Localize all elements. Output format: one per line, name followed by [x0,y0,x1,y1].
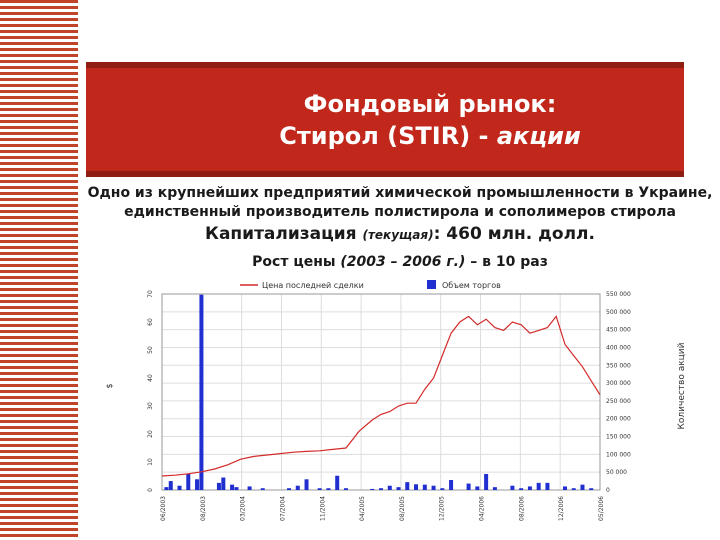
x-tick-label: 11/2004 [319,496,326,521]
volume-bar [475,486,480,490]
volume-bar [168,481,173,490]
volume-bar [589,488,594,490]
description-line-1: Одно из крупнейших предприятий химическо… [87,185,713,201]
volume-bar [287,488,292,490]
volume-bar [387,485,392,490]
title-italic: акции [496,121,581,150]
x-tick-label: 03/2004 [240,496,247,521]
title-banner: Фондовый рынок: Стирол (STIR) - акции [86,62,684,177]
left-tick-label: 20 [147,430,154,438]
x-tick-label: 08/2003 [200,496,207,521]
x-tick-label: 12/2006 [558,496,565,521]
volume-bar [440,488,445,490]
volume-bar [343,488,348,490]
right-tick-label: 50 000 [606,469,627,476]
volume-bar [422,484,427,490]
title-line-2: Стирол (STIR) - акции [279,120,581,152]
volume-bar [396,487,401,490]
x-tick-label: 08/2005 [399,496,406,521]
legend-label-volume: Объем торгов [442,281,501,290]
volume-bar [326,488,331,490]
capitalization-line: Капитализация (текущая): 460 млн. долл. [80,224,720,244]
volume-bar [199,294,204,490]
price-volume-chart: 06/2003 08/2003 03/2004 07/2004 11/2004 04/20… [105,280,687,521]
legend-label-price: Цена последней сделки [262,281,364,290]
plot-frame [161,293,601,491]
volume-bar [527,486,532,490]
growth-label: Рост цены [252,254,336,270]
legend-swatch-volume [427,280,436,289]
volume-bar [335,475,340,490]
cap-label: Капитализация [205,224,357,244]
volume-bar [195,479,200,490]
left-tick-label: 70 [147,290,154,298]
right-tick-label: 150 000 [606,434,631,441]
right-tick-label: 350 000 [606,362,631,369]
volume-bar [484,473,489,490]
volume-bar [304,479,309,490]
volume-bar [379,488,383,490]
volume-bar [519,488,524,490]
volume-bar [431,485,436,490]
growth-period: (2003 – 2006 г.) [340,254,466,270]
left-axis-label: $ [105,383,114,388]
cap-value: : 460 млн. долл. [433,224,595,244]
volume-bar [449,480,454,490]
volume-bar [536,482,541,490]
left-tick-label: 30 [147,402,154,410]
right-tick-label: 550 000 [606,291,631,298]
volume-bar [221,477,226,490]
x-tick-label: 08/2006 [518,496,525,521]
left-tick-label: 0 [147,488,154,492]
right-axis-label: Количество акций [677,342,687,429]
decorative-stripes [0,0,78,540]
right-tick-label: 400 000 [606,344,631,351]
cap-qualifier: (текущая) [362,228,434,242]
growth-line: Рост цены (2003 – 2006 г.) – в 10 раз [80,254,720,270]
volume-bar [317,488,322,490]
volume-bar [260,488,265,490]
volume-bar [492,487,497,490]
volume-bar [466,483,471,490]
title-prefix: Стирол (STIR) - [279,121,497,150]
left-tick-label: 50 [147,346,154,354]
right-tick-label: 0 [606,487,610,494]
volume-bar [545,482,550,490]
volume-bar [295,485,300,490]
volume-bar [247,486,252,490]
volume-bar [414,484,419,490]
volume-bar [580,484,585,490]
price-line [161,315,601,477]
x-tick-label: 06/2003 [160,496,167,521]
x-tick-label: 07/2004 [279,496,286,521]
volume-bar [510,485,515,490]
right-tick-label: 300 000 [606,380,631,387]
company-description: Одно из крупнейших предприятий химическо… [80,184,720,222]
description-line-2: единственный производитель полистирола и… [124,204,676,220]
volume-bar [562,486,567,490]
left-tick-label: 40 [147,374,154,382]
title-line-1: Фондовый рынок: [303,89,557,118]
volume-bar [234,487,239,490]
left-tick-label: 60 [147,318,154,326]
right-tick-label: 450 000 [606,327,631,334]
volume-bar [216,482,221,490]
x-tick-label: 12/2005 [439,496,446,521]
right-tick-label: 100 000 [606,451,631,458]
volume-bar [177,485,182,490]
volume-bar [186,473,191,490]
x-tick-label: 04/2005 [359,496,366,521]
x-tick-label: 05/2006 [598,496,605,521]
volume-bar [370,488,375,490]
right-tick-label: 200 000 [606,416,631,423]
growth-value: – в 10 раз [470,254,548,270]
x-tick-label: 04/2006 [479,496,486,521]
right-tick-label: 500 000 [606,309,631,316]
volume-bar [571,488,576,490]
left-tick-label: 10 [147,458,154,466]
volume-bar [230,484,235,490]
right-tick-label: 250 000 [606,398,631,405]
volume-bar [164,487,169,490]
volume-bar [405,482,410,490]
